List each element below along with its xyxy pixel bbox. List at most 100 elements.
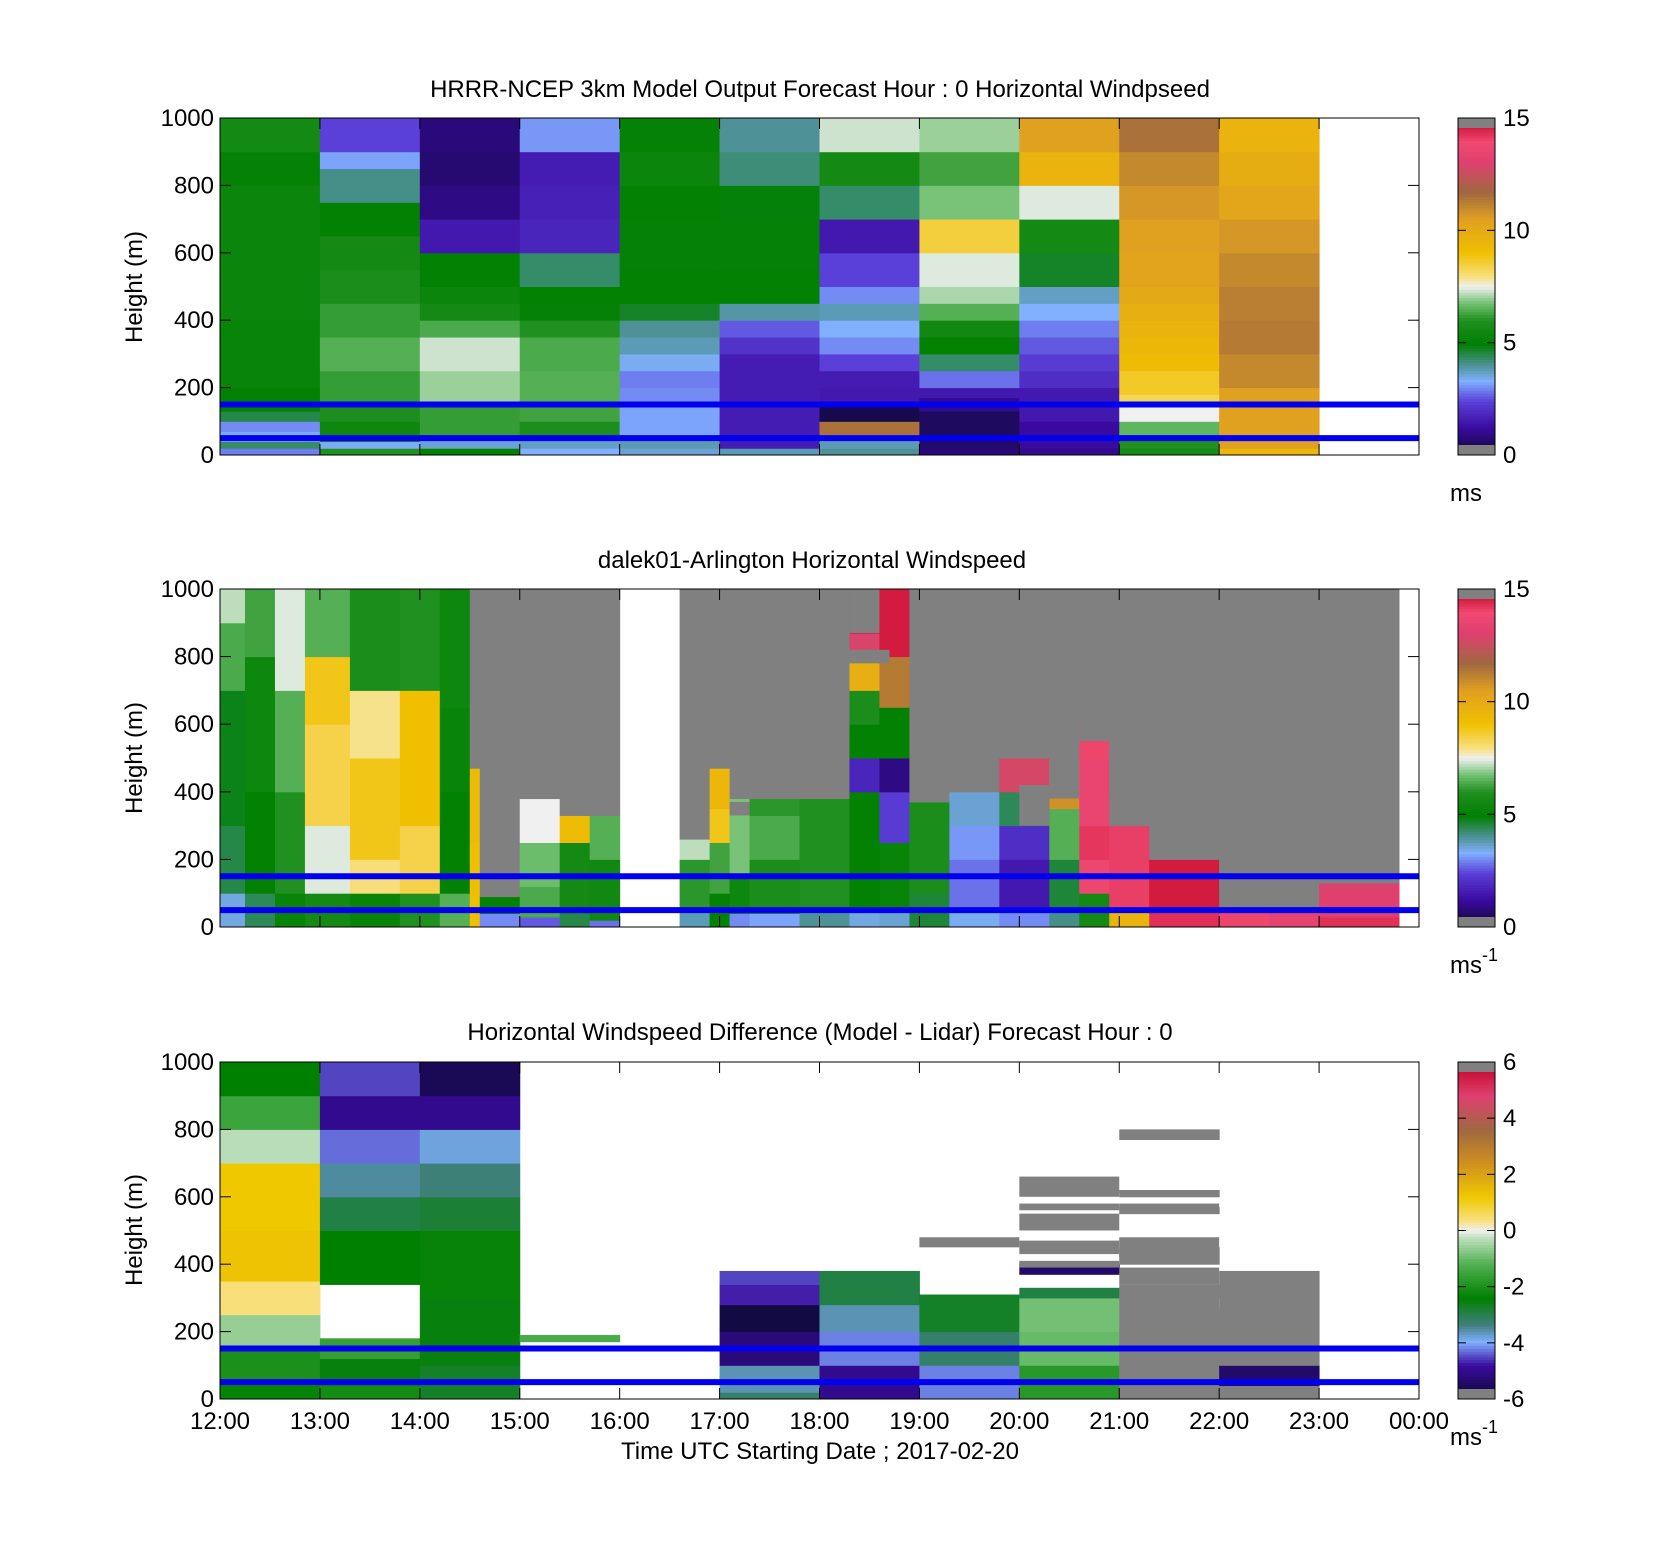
colorbar-segment [1458,193,1495,198]
no-data-cell [1049,737,1080,799]
heatmap-cell [1219,151,1320,186]
colorbar-segment [1458,1188,1495,1192]
x-tick-label: 22:00 [1189,1408,1249,1435]
colorbar-segment [1458,715,1495,720]
heatmap-cell [244,656,276,793]
heatmap-cell [519,448,621,456]
y-tick-label: 200 [174,846,214,873]
colorbar-segment [1458,662,1495,666]
heatmap-cell [220,387,321,412]
colorbar-segment [1458,873,1495,877]
colorbar-segment [1458,1340,1495,1344]
heatmap-cell [319,303,421,338]
colorbar-segment [1458,1073,1495,1077]
colorbar-segment [1458,1185,1495,1189]
heatmap-cell [849,859,880,908]
colorbar-segment [1458,667,1495,672]
no-data-cell [1019,1176,1120,1197]
heatmap-cell [220,589,246,624]
colorbar-segment [1458,712,1495,717]
heatmap-cell [719,118,820,153]
colorbar-segment [1458,738,1495,742]
colorbar-segment [1458,129,1495,133]
colorbar-segment [1458,1365,1495,1369]
colorbar-segment [1458,191,1495,195]
colorbar-segment [1458,410,1495,414]
colorbar-segment [1458,213,1495,217]
colorbar-segment [1458,1151,1495,1156]
colorbar-segment [1458,729,1495,734]
no-data-cell [749,670,780,681]
colorbar-segment [1458,1191,1495,1195]
heatmap-cell [519,798,561,843]
colorbar-segment [1458,353,1495,358]
colorbar-segment [1458,1370,1495,1375]
heatmap-cell [719,185,820,220]
heatmap-cell [879,589,910,658]
y-tick-label: 600 [174,1184,214,1211]
heatmap-cell [220,1230,321,1282]
colorbar-segment [1458,853,1495,858]
colorbar-segment [1458,884,1495,889]
colorbar-segment [1458,174,1495,178]
colorbar-segment [1458,786,1495,790]
colorbar-segment [1458,1227,1495,1231]
heatmap-cell [319,269,421,304]
y-tick-label: 200 [174,1319,214,1346]
colorbar-segment [1458,146,1495,150]
x-axis-ticks [219,589,1420,927]
panel-title: HRRR-NCEP 3km Model Output Forecast Hour… [430,76,1210,103]
colorbar-segment [1458,870,1495,874]
colorbar-segment [1458,306,1495,310]
colorbar-segment [1458,1306,1495,1310]
heatmap-cell [304,724,351,827]
colorbar-segment [1458,797,1495,801]
heatmap-cell [709,589,731,769]
heatmap-cell [319,168,421,203]
heatmap-cell [1149,859,1220,908]
colorbar-segment [1458,297,1495,302]
x-tick-label: 13:00 [290,1408,350,1435]
colorbar-segment [1458,1238,1495,1243]
y-axis-ticks: 0 200 400 600 800 1000 [161,1049,1419,1413]
y-axis-label: Height (m) [121,702,148,814]
colorbar-segment [1458,890,1495,894]
heatmap-cell [1019,1297,1120,1333]
colorbar-segment [1458,1272,1495,1276]
colorbar-unit: ms-1 [1450,945,1498,979]
no-data-cell [729,801,750,816]
heatmap-cell [1079,758,1110,827]
colorbar-segment [1458,679,1495,683]
colorbar-segment [1458,597,1495,601]
heatmap-cell [1019,219,1120,254]
heatmap-cell [220,411,321,422]
colorbar-segment [1458,693,1495,697]
heatmap-cell [519,438,621,449]
heatmap-cell [879,707,910,759]
colorbar-segment [1458,772,1495,776]
colorbar-segment [1458,1078,1495,1083]
colorbar-segment [1458,230,1495,234]
colorbar-segment [1458,1193,1495,1198]
heatmap-cell [469,842,481,928]
colorbar-segment [1458,1275,1495,1279]
colorbar-segment [1458,255,1495,259]
y-tick-label: 400 [174,1251,214,1278]
colorbar-segment [1458,721,1495,725]
colorbar-segment [1458,1171,1495,1175]
colorbar-tick-label: 0 [1503,914,1516,941]
colorbar-segment [1458,665,1495,669]
colorbar-segment [1458,224,1495,229]
heatmap-cell [819,185,920,220]
colorbar-segment [1458,334,1495,338]
heatmap-cell [819,286,920,304]
colorbar-segment [1458,696,1495,700]
x-tick-label: 18:00 [789,1408,849,1435]
colorbar-segment [1458,690,1495,694]
heatmap-cell [749,798,801,816]
colorbar-segment [1458,1267,1495,1271]
colorbar-segment [1458,622,1495,627]
colorbar-segment [1458,856,1495,860]
x-axis-label: Time UTC Starting Date ; 2017-02-20 [621,1438,1019,1465]
colorbar-segment [1458,1320,1495,1324]
